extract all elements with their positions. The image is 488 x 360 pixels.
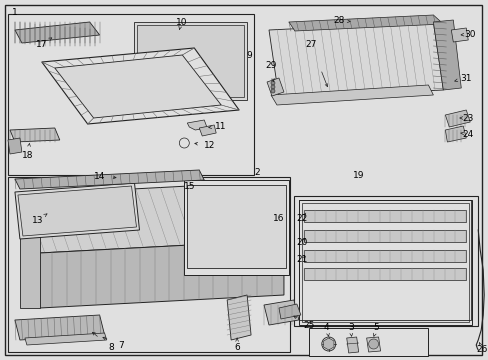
Text: 30: 30 [464, 30, 475, 39]
Bar [8, 14, 254, 175]
Polygon shape [264, 300, 298, 325]
Polygon shape [266, 78, 284, 96]
Text: 2: 2 [254, 167, 259, 176]
Circle shape [270, 85, 274, 89]
Bar [293, 196, 477, 326]
Polygon shape [278, 304, 300, 319]
Circle shape [270, 81, 274, 85]
Text: 10: 10 [175, 18, 187, 27]
Polygon shape [187, 120, 207, 130]
Text: 27: 27 [305, 40, 316, 49]
Text: 18: 18 [22, 150, 34, 159]
Polygon shape [432, 20, 460, 90]
Polygon shape [15, 22, 100, 43]
Polygon shape [15, 315, 104, 340]
Polygon shape [303, 230, 466, 242]
Text: 20: 20 [296, 238, 307, 247]
Polygon shape [303, 250, 466, 262]
Text: 28: 28 [332, 15, 344, 24]
Text: 16: 16 [273, 213, 284, 222]
Polygon shape [40, 240, 284, 308]
Text: 31: 31 [460, 73, 471, 82]
Text: 19: 19 [352, 171, 364, 180]
Polygon shape [187, 185, 285, 268]
Bar [8, 177, 289, 352]
Text: 29: 29 [265, 60, 276, 69]
Polygon shape [137, 25, 244, 97]
Polygon shape [8, 138, 22, 154]
Text: 26: 26 [475, 346, 487, 355]
Text: 25: 25 [303, 321, 314, 330]
Polygon shape [25, 333, 106, 345]
Text: 5: 5 [373, 324, 379, 333]
Text: 13: 13 [32, 216, 43, 225]
Polygon shape [20, 195, 40, 308]
Polygon shape [268, 22, 443, 98]
Text: 9: 9 [245, 50, 251, 59]
Circle shape [270, 89, 274, 93]
Polygon shape [288, 15, 443, 31]
Polygon shape [346, 337, 358, 353]
Polygon shape [303, 268, 466, 280]
Text: 14: 14 [94, 171, 105, 180]
Polygon shape [15, 183, 139, 239]
Text: 15: 15 [183, 181, 195, 190]
Polygon shape [134, 22, 246, 100]
Text: 21: 21 [296, 256, 307, 265]
Polygon shape [298, 200, 470, 320]
Polygon shape [10, 128, 60, 142]
Polygon shape [450, 28, 468, 42]
Polygon shape [445, 110, 469, 127]
Polygon shape [445, 126, 466, 142]
Polygon shape [199, 125, 216, 136]
Polygon shape [20, 182, 284, 253]
Text: 22: 22 [296, 213, 307, 222]
Text: 11: 11 [215, 122, 226, 131]
Text: 4: 4 [324, 324, 329, 333]
Text: 24: 24 [462, 130, 473, 139]
Text: 3: 3 [347, 324, 353, 333]
Circle shape [368, 339, 378, 349]
Polygon shape [42, 48, 239, 124]
Text: 12: 12 [203, 140, 214, 149]
Text: 7: 7 [119, 341, 124, 350]
Text: 8: 8 [108, 343, 114, 352]
Text: 23: 23 [462, 113, 473, 122]
Polygon shape [366, 337, 380, 352]
Polygon shape [270, 85, 432, 105]
Polygon shape [18, 186, 136, 236]
Text: 17: 17 [36, 40, 47, 49]
Polygon shape [55, 55, 221, 118]
Text: 6: 6 [234, 343, 240, 352]
Polygon shape [227, 295, 250, 340]
Polygon shape [15, 170, 204, 189]
Polygon shape [303, 210, 466, 222]
Circle shape [321, 337, 335, 351]
Bar [184, 180, 288, 275]
Circle shape [179, 138, 189, 148]
Polygon shape [323, 338, 333, 350]
Bar [308, 328, 427, 356]
Text: 1: 1 [12, 8, 18, 17]
